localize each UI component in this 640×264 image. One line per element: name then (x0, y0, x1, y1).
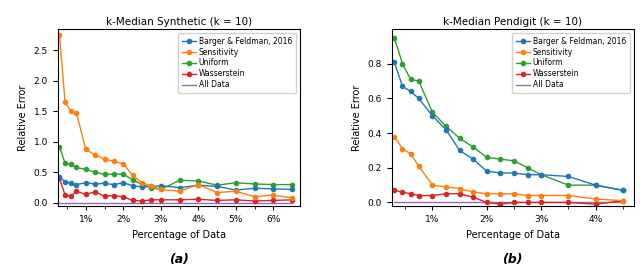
Y-axis label: Relative Error: Relative Error (18, 84, 28, 151)
X-axis label: Percentage of Data: Percentage of Data (132, 229, 226, 239)
Text: (a): (a) (169, 253, 189, 264)
X-axis label: Percentage of Data: Percentage of Data (465, 229, 559, 239)
Legend: Barger & Feldman, 2016, Sensitivity, Uniform, Wasserstein, All Data: Barger & Feldman, 2016, Sensitivity, Uni… (178, 33, 296, 93)
Title: k-Median Synthetic (k = 10): k-Median Synthetic (k = 10) (106, 17, 252, 27)
Text: (b): (b) (502, 253, 523, 264)
Legend: Barger & Feldman, 2016, Sensitivity, Uniform, Wasserstein, All Data: Barger & Feldman, 2016, Sensitivity, Uni… (512, 33, 630, 93)
Y-axis label: Relative Error: Relative Error (352, 84, 362, 151)
Title: k-Median Pendigit (k = 10): k-Median Pendigit (k = 10) (443, 17, 582, 27)
